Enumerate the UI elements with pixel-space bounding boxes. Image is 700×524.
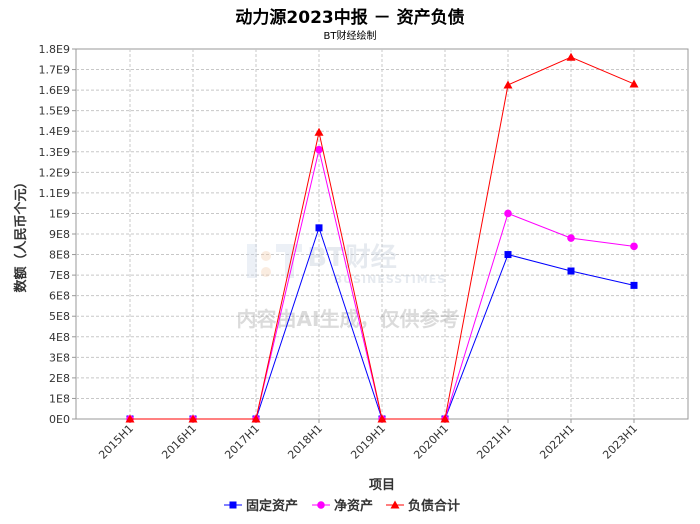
data-point-triangle <box>125 414 135 423</box>
series-lines <box>125 52 639 423</box>
y-tick-label: 6E8 <box>49 290 70 303</box>
data-point-circle <box>567 234 575 242</box>
data-point-triangle <box>503 80 513 89</box>
watermark-brand-cn: BT财经 <box>307 242 397 273</box>
legend: 固定资产 净资产 负债合计 <box>224 498 460 514</box>
x-tick-label: 2020H1 <box>411 422 451 462</box>
bt-logo-icon <box>247 244 302 278</box>
x-tick-label: 2018H1 <box>285 422 325 462</box>
data-point-square <box>315 224 323 232</box>
legend-item: 固定资产 <box>224 498 298 514</box>
data-point-triangle <box>188 414 198 423</box>
data-point-square <box>229 501 237 509</box>
y-tick-label: 9E8 <box>49 228 70 241</box>
y-axis-title: 数额（人民币个元） <box>13 175 29 292</box>
data-point-triangle <box>440 414 450 423</box>
data-point-circle <box>630 242 638 251</box>
data-point-triangle <box>390 500 400 509</box>
y-tick-label: 3E8 <box>49 351 70 364</box>
x-tick-label: 2016H1 <box>159 422 199 462</box>
x-tick-label: 2022H1 <box>537 422 577 462</box>
y-tick-label: 5E8 <box>49 310 70 323</box>
data-point-triangle <box>566 52 576 61</box>
y-tick-label: 1.2E9 <box>39 166 70 179</box>
watermark: BT财经 BUSINESSTIMES 内容由AI生成，仅供参考 <box>237 242 460 331</box>
series-2 <box>125 52 639 423</box>
legend-label: 固定资产 <box>246 498 298 514</box>
x-tick-label: 2017H1 <box>222 422 262 462</box>
watermark-notice: 内容由AI生成，仅供参考 <box>237 307 460 331</box>
x-tick-label: 2019H1 <box>348 422 388 462</box>
x-axis-ticks: 2015H1 2016H1 2017H1 2018H1 2019H1 2020H1 2021… <box>96 419 640 462</box>
y-tick-label: 1.6E9 <box>39 84 70 97</box>
grid-lines <box>76 49 688 419</box>
data-point-circle <box>315 145 323 154</box>
y-tick-label: 1.5E9 <box>39 105 70 118</box>
x-tick-label: 2023H1 <box>600 422 640 462</box>
legend-label: 净资产 <box>334 498 373 514</box>
y-tick-label: 1E9 <box>49 207 70 220</box>
data-point-triangle <box>377 414 387 423</box>
y-tick-label: 1.1E9 <box>39 187 70 200</box>
y-tick-label: 1.7E9 <box>39 64 70 77</box>
x-tick-label: 2021H1 <box>474 422 514 462</box>
data-point-square <box>567 267 575 275</box>
legend-label: 负债合计 <box>408 498 460 514</box>
data-point-triangle <box>314 127 324 136</box>
x-axis-title: 项目 <box>369 478 395 493</box>
y-axis-ticks: 0E0 1E8 2E8 3E8 4E8 5E8 6E8 7E8 8E8 9E8 1E9 1.1E9 1.… <box>39 43 76 426</box>
data-point-triangle <box>251 414 261 423</box>
chart-subtitle: BT财经绘制 <box>323 31 377 42</box>
legend-item: 净资产 <box>312 498 373 514</box>
data-point-triangle <box>629 79 639 88</box>
y-tick-label: 8E8 <box>49 249 70 262</box>
y-tick-label: 1E8 <box>49 392 70 405</box>
data-point-square <box>504 251 512 259</box>
watermark-brand-en: BUSINESSTIMES <box>334 273 446 286</box>
y-tick-label: 7E8 <box>49 269 70 282</box>
data-point-square <box>630 281 638 289</box>
y-tick-label: 4E8 <box>49 331 70 344</box>
y-tick-label: 2E8 <box>49 372 70 385</box>
y-tick-label: 1.8E9 <box>39 43 70 56</box>
y-tick-label: 1.4E9 <box>39 125 70 138</box>
chart-title: 动力源2023中报 － 资产负债 <box>235 8 465 28</box>
y-tick-label: 0E0 <box>49 413 70 426</box>
x-tick-label: 2015H1 <box>96 422 136 462</box>
data-point-circle <box>504 209 512 218</box>
y-tick-label: 1.3E9 <box>39 146 70 159</box>
data-point-circle <box>317 501 325 509</box>
legend-item: 负债合计 <box>386 498 460 514</box>
